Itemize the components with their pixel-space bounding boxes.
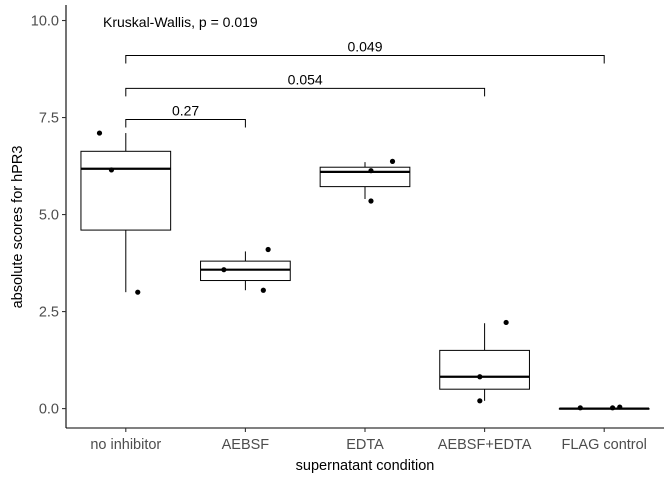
data-point [477, 374, 483, 380]
data-point [389, 158, 396, 164]
box-iqr [80, 150, 172, 231]
box-no-inhibitor [80, 133, 172, 293]
data-point [135, 289, 141, 295]
bracket-line [125, 54, 605, 64]
box-aebsf [200, 251, 291, 291]
x-tick-label: AEBSF+EDTA [438, 437, 532, 453]
y-tick-label: 2.5 [39, 305, 59, 321]
box-iqr [439, 349, 530, 390]
y-tick-label: 10.0 [31, 14, 59, 30]
data-point [617, 404, 623, 410]
data-point [265, 246, 271, 253]
p-value-label: 0.054 [288, 71, 323, 87]
comparison-bracket: 0.27 [125, 102, 246, 128]
box-flag-control [558, 407, 650, 410]
data-point [260, 287, 266, 293]
p-value-label: 0.049 [347, 38, 382, 54]
box-edta [319, 162, 411, 200]
plot-area: 0.27 0.054 0.049 [80, 38, 650, 411]
kruskal-wallis-annotation: Kruskal-Wallis, p = 0.019 [103, 14, 258, 30]
data-point [609, 405, 616, 411]
box-aebsf-edta [439, 323, 530, 401]
y-tick-label: 5.0 [39, 208, 59, 224]
data-point [108, 167, 115, 173]
box-iqr [200, 260, 291, 282]
x-tick-label: EDTA [346, 437, 384, 453]
data-point [368, 198, 374, 204]
p-value-label: 0.27 [172, 102, 199, 118]
bracket-line [125, 118, 246, 128]
x-tick-label: FLAG control [561, 437, 646, 453]
x-tick-label: AEBSF [222, 437, 270, 453]
x-axis-title: supernatant condition [296, 458, 435, 474]
box-iqr [319, 166, 411, 188]
comparison-bracket: 0.054 [125, 71, 486, 97]
bracket-line [125, 87, 486, 97]
data-point [368, 168, 374, 174]
data-point [577, 405, 583, 411]
data-point [221, 267, 227, 273]
data-point [96, 130, 103, 136]
data-point [477, 398, 483, 404]
axes: 0.0 2.5 5.0 7.5 10.0 no inhibitor AEBSF EDTA AEB… [31, 5, 664, 453]
y-axis-title: absolute scores for hPR3 [10, 146, 26, 309]
y-tick-label: 7.5 [39, 111, 59, 127]
data-point [503, 319, 509, 326]
y-tick-label: 0.0 [39, 402, 59, 418]
x-tick-label: no inhibitor [90, 437, 161, 453]
comparison-bracket: 0.049 [125, 38, 605, 64]
